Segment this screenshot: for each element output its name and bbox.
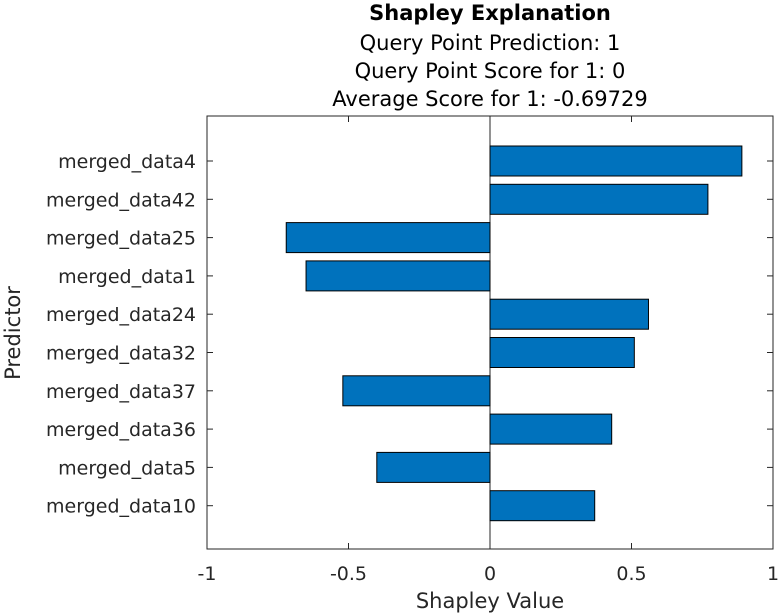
y-tick-label: merged_data36 [46,419,196,441]
bar-merged_data4 [489,145,743,177]
bar-merged_data25 [285,222,491,254]
y-tick-label: merged_data5 [58,457,196,479]
y-tick-label: merged_data4 [58,151,196,173]
plot-area: merged_data4 merged_data42 merged_data25me… [46,115,779,585]
bar-merged_data1 [305,260,491,292]
x-axis-label: Shapley Value [416,589,564,613]
y-tick-label: merged_data32 [46,343,196,365]
x-tick-label: -0.5 [330,563,367,585]
bar-merged_data37 [342,375,491,407]
bar-merged_data42 [489,183,709,215]
y-tick-label: merged_data1 [58,266,196,288]
bar-merged_data32 [489,337,635,368]
y-tick-label: merged_data25 [46,228,196,250]
y-tick-label: merged_data24 [46,304,196,326]
x-tick-label: -1 [198,563,217,585]
chart-title-block: Shapley Explanation Query Point Predicti… [332,1,647,111]
bar-merged_data10 [489,490,596,522]
y-tick-label: merged_data37 [46,381,196,403]
x-tick-label: 0 [484,563,496,585]
x-tick-label: 1 [767,563,779,585]
bar-merged_data5 [376,451,491,483]
chart-title: Shapley Explanation [369,1,611,25]
y-tick-label: merged_data42 [46,189,196,211]
chart-subtitle-3: Average Score for 1: -0.69729 [332,87,647,111]
x-tick-label: 0.5 [616,563,646,585]
bar-merged_data24 [489,298,649,330]
y-axis-label: Predictor [1,286,25,380]
y-tick-label: merged_data10 [46,496,196,518]
bar-merged_data36 [489,413,613,445]
chart-subtitle-2: Query Point Score for 1: 0 [355,59,626,83]
chart-subtitle-1: Query Point Prediction: 1 [360,31,621,55]
